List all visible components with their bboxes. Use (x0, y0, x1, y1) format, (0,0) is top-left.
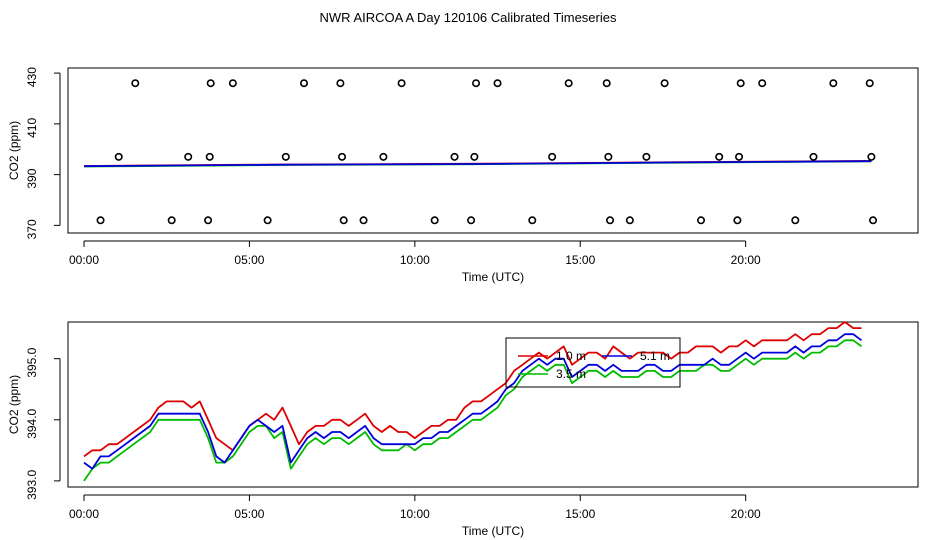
plot-frame (67, 67, 919, 234)
calibration-point (809, 152, 818, 161)
legend-label: 1.0 m (556, 349, 586, 363)
x-tick-label: 00:00 (69, 507, 99, 521)
calibration-point (715, 152, 724, 161)
x-tick-label: 00:00 (69, 253, 99, 267)
figure-title: NWR AIRCOA A Day 120106 Calibrated Times… (320, 10, 617, 25)
calibration-point (829, 79, 838, 88)
calibration-point (167, 216, 176, 225)
calibration-point (467, 216, 476, 225)
y-axis-label: CO2 (ppm) (7, 375, 21, 434)
calibration-point (865, 79, 874, 88)
calibration-point (493, 79, 502, 88)
y-tick-label: 394.0 (25, 408, 39, 438)
y-tick-label: 410 (25, 118, 39, 138)
series-line-10m (83, 321, 862, 458)
y-tick-label: 393.0 (25, 470, 39, 500)
calibration-point (204, 216, 213, 225)
calibration-point (472, 79, 481, 88)
x-tick-label: 10:00 (400, 253, 430, 267)
x-tick-label: 10:00 (400, 507, 430, 521)
calibration-point (867, 152, 876, 161)
calibration-point (205, 152, 214, 161)
calibration-point (450, 152, 459, 161)
bottom-panel: 00:00 05:00 10:00 15:00 20:00 Time (UTC) 393.0… (7, 321, 919, 538)
x-axis-label: Time (UTC) (462, 270, 524, 284)
y-axis-label: CO2 (ppm) (7, 121, 21, 180)
y-tick-label: 390 (25, 168, 39, 188)
calibration-point (564, 79, 573, 88)
calibration-point (791, 216, 800, 225)
calibration-point (602, 79, 611, 88)
calibration-point (131, 79, 140, 88)
calibration-point (300, 79, 309, 88)
calibration-point (735, 152, 744, 161)
plot-frame (67, 321, 919, 488)
calibration-point (604, 152, 613, 161)
legend-label: 3.5 m (556, 367, 586, 381)
calibration-point (528, 216, 537, 225)
calibration-point (379, 152, 388, 161)
x-tick-label: 15:00 (565, 507, 595, 521)
calibration-point (228, 79, 237, 88)
calibration-point (430, 216, 439, 225)
calibration-point (281, 152, 290, 161)
top-panel: 00:00 05:00 10:00 15:00 20:00 Time (UTC) 370 39… (7, 67, 919, 284)
calibration-point (263, 216, 272, 225)
calibration-point (338, 152, 347, 161)
calibration-point (184, 152, 193, 161)
calibration-point (625, 216, 634, 225)
legend-label: 5.1 m (640, 349, 670, 363)
y-tick-label: 430 (25, 67, 39, 87)
y-tick-label: 370 (25, 219, 39, 239)
calibration-point (114, 152, 123, 161)
calibration-point (96, 216, 105, 225)
x-tick-label: 05:00 (234, 253, 264, 267)
calibration-point (336, 79, 345, 88)
legend-box (505, 337, 681, 388)
x-tick-label: 20:00 (731, 507, 761, 521)
calibration-point (206, 79, 215, 88)
calibration-point (339, 216, 348, 225)
calibration-point (359, 216, 368, 225)
calibration-point (397, 79, 406, 88)
calibration-point (548, 152, 557, 161)
calibration-point (736, 79, 745, 88)
x-tick-label: 15:00 (565, 253, 595, 267)
calibration-point (758, 79, 767, 88)
calibration-point (733, 216, 742, 225)
y-tick-label: 395.0 (25, 347, 39, 377)
legend: 1.0 m 3.5 m 5.1 m (505, 337, 681, 388)
calibration-point (697, 216, 706, 225)
calibration-point (869, 216, 878, 225)
calibration-point (660, 79, 669, 88)
calibration-point (642, 152, 651, 161)
x-axis-label: Time (UTC) (462, 524, 524, 538)
calibration-point (606, 216, 615, 225)
series-line-51m (83, 333, 863, 470)
series-line-35m (83, 339, 863, 482)
calibration-point (470, 152, 479, 161)
x-tick-label: 20:00 (731, 253, 761, 267)
series-line-51m (83, 160, 872, 168)
x-tick-label: 05:00 (234, 507, 264, 521)
